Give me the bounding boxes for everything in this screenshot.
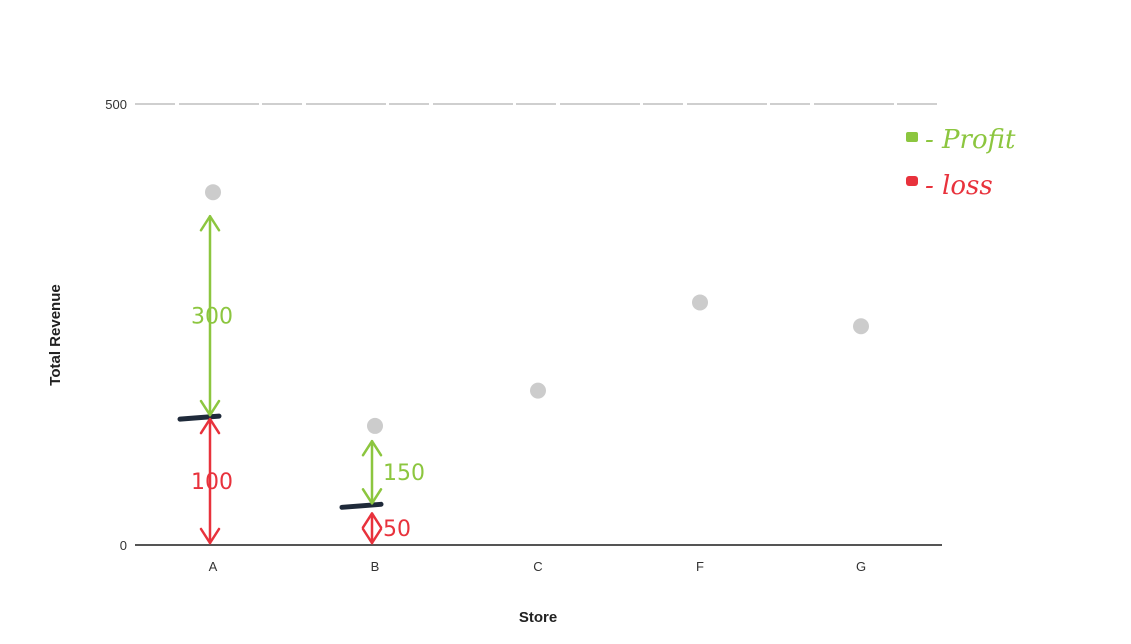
annotation-a-loss-arrow [199,417,221,545]
x-tick-label-f: F [696,559,704,574]
x-tick-label-g: G [856,559,866,574]
x-tick-label-a: A [209,559,218,574]
annotation-b-profit-arrow-head-bottom [361,488,383,505]
legend: - Profit - loss [906,125,1016,201]
legend-profit-label: - Profit [925,125,1016,155]
annotation-a-loss-arrow-head-top [199,417,221,435]
y-tick-label-max: 500 [105,97,127,112]
annotation-b-profit-label: 150 [383,461,425,486]
data-point-b [367,417,383,434]
data-points [205,184,869,434]
annotation-b-loss-label: 50 [383,517,411,542]
annotation-b-profit-arrow [361,439,383,505]
y-axis-title: Total Revenue [47,284,64,385]
legend-loss-swatch [906,176,918,186]
annotation-b-cost-line [339,501,384,510]
annotation-a-profit-arrow [199,215,221,417]
annotation-a-profit-label: 300 [191,305,233,330]
annotation-a-cost-line [177,413,222,422]
legend-profit-swatch [906,132,918,142]
data-point-a [205,184,221,201]
annotation-a-loss-label: 100 [191,470,233,495]
legend-loss-label: - loss [925,171,993,201]
y-tick-label-zero: 0 [120,538,127,553]
data-point-g [853,318,869,335]
annotation-a-profit-arrow-head-bottom [199,399,221,417]
handwritten-annotations: 300 100 150 50 [177,215,425,545]
x-tick-label-b: B [371,559,380,574]
data-point-c [530,382,546,399]
annotation-b-loss-arrow-head-bottom [361,527,383,545]
annotation-b-loss-arrow-head-top [361,512,383,529]
annotation-b-loss-arrow [361,512,383,545]
annotation-a-loss-arrow-head-bottom [199,527,221,545]
x-axis-title: Store [519,609,557,626]
annotation-b-profit-arrow-head-top [361,439,383,457]
annotation-a-profit-arrow-head-top [199,215,221,232]
data-point-f [692,294,708,311]
x-tick-label-c: C [533,559,542,574]
